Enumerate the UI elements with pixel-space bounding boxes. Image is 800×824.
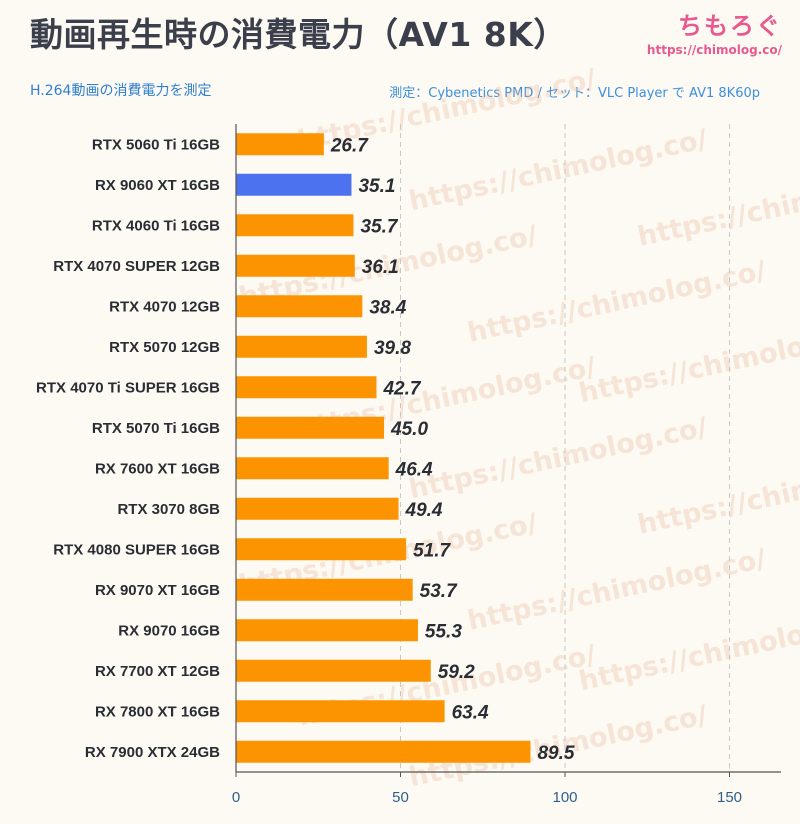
watermark-text: https://chimolog.co/	[406, 124, 710, 218]
watermark-text: https://chimolog.co/	[635, 447, 800, 541]
bar	[236, 173, 352, 196]
x-axis: 0 50 100 150	[232, 124, 781, 806]
bar	[236, 619, 418, 642]
watermark-text: https://chimolog.co/	[576, 604, 800, 698]
category-label: RX 7800 XT 16GB	[95, 703, 220, 720]
category-label: RTX 4060 Ti 16GB	[92, 217, 220, 234]
value-label: 42.7	[382, 378, 421, 399]
bar	[236, 457, 389, 480]
chart-title: 動画再生時の消費電力（AV1 8K）	[30, 15, 567, 54]
value-label: 35.1	[358, 176, 395, 197]
watermark-text: https://chimolog.co/	[406, 412, 710, 506]
category-label: RX 7900 XTX 24GB	[85, 744, 220, 761]
bar	[236, 659, 431, 682]
value-label: 49.4	[405, 500, 443, 521]
bar	[236, 214, 354, 237]
watermark-text: https://chimolog.co/	[635, 159, 800, 253]
bar	[236, 335, 367, 358]
category-label: RTX 5070 12GB	[109, 339, 220, 356]
x-tick-label: 100	[552, 789, 577, 806]
value-label: 89.5	[537, 743, 574, 764]
bar	[236, 700, 445, 723]
bar	[236, 376, 377, 399]
brand-name: ちもろぐ	[678, 12, 782, 40]
x-tick-label: 50	[392, 789, 409, 806]
category-label: RTX 4070 12GB	[109, 298, 220, 315]
bar	[236, 295, 363, 318]
watermark-text: https://chimolog.co/	[576, 316, 800, 410]
value-label: 36.1	[362, 257, 399, 278]
watermark-text: https://chimolog.co/	[465, 543, 769, 637]
value-label: 46.4	[395, 459, 433, 480]
value-label: 35.7	[360, 216, 398, 237]
x-tick-label: 0	[232, 789, 240, 806]
bar	[236, 740, 531, 763]
bar	[236, 538, 407, 561]
labels-group: RTX 5060 Ti 16GB 26.7 RX 9060 XT 16GB 35.1 R…	[36, 135, 575, 764]
category-label: RTX 5070 Ti 16GB	[92, 420, 220, 437]
value-label: 39.8	[374, 338, 411, 359]
bar	[236, 254, 355, 277]
category-label: RTX 4070 SUPER 12GB	[53, 258, 220, 275]
chart-subtitle: H.264動画の消費電力を測定	[30, 83, 212, 99]
measurement-source: 測定：Cybenetics PMD / セット：VLC Player で AV1…	[389, 86, 760, 101]
brand-logo[interactable]: ちもろぐ https://chimolog.co/	[647, 6, 782, 57]
value-label: 26.7	[330, 135, 369, 156]
bar	[236, 497, 399, 520]
category-label: RX 9070 XT 16GB	[95, 582, 220, 599]
category-label: RTX 3070 8GB	[117, 501, 220, 518]
value-label: 53.7	[420, 581, 458, 602]
value-label: 63.4	[452, 702, 489, 723]
value-label: 45.0	[390, 419, 428, 440]
category-label: RTX 5060 Ti 16GB	[92, 136, 220, 153]
category-label: RX 9060 XT 16GB	[95, 177, 220, 194]
category-label: RX 7700 XT 12GB	[95, 663, 220, 680]
value-label: 55.3	[425, 621, 462, 642]
bars-group	[236, 133, 531, 763]
category-label: RTX 4070 Ti SUPER 16GB	[36, 379, 220, 396]
bar	[236, 416, 385, 439]
value-label: 51.7	[413, 540, 451, 561]
category-label: RX 7600 XT 16GB	[95, 460, 220, 477]
bar	[236, 578, 413, 601]
watermark-text: https://chimolog.co/	[465, 255, 769, 349]
x-tick-label: 150	[717, 789, 742, 806]
brand-url[interactable]: https://chimolog.co/	[646, 43, 782, 57]
category-label: RX 9070 16GB	[118, 622, 220, 639]
value-label: 59.2	[438, 662, 475, 683]
value-label: 38.4	[369, 297, 406, 318]
bar	[236, 133, 324, 156]
category-label: RTX 4080 SUPER 16GB	[53, 541, 220, 558]
